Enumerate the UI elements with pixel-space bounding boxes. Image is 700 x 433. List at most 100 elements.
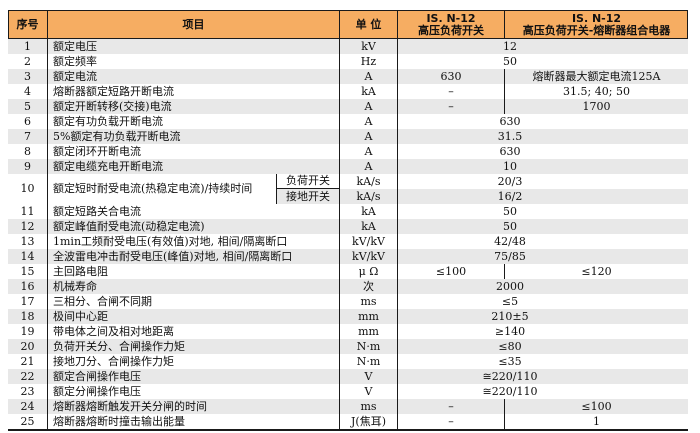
unit-cell: mm bbox=[340, 324, 398, 339]
value-switch-cell: – bbox=[398, 99, 505, 114]
value-span-cell: 630 bbox=[499, 114, 521, 128]
col-header-item: 项目 bbox=[48, 10, 340, 39]
value-span-cell: ≅220/110 bbox=[482, 369, 538, 383]
row-number-cell: 22 bbox=[8, 369, 48, 384]
unit-cell: A bbox=[340, 129, 398, 144]
item-cell: 额定有功负载开断电流 bbox=[48, 114, 340, 129]
value-span-cell: 50 bbox=[503, 54, 517, 68]
row-stripe bbox=[8, 129, 688, 144]
value-span-cell: 16/2 bbox=[497, 189, 523, 203]
item-cell: 带电体之间及相对地距离 bbox=[48, 324, 340, 339]
item-cell: 额定电缆充电开断电流 bbox=[48, 159, 340, 174]
unit-cell: kA/s bbox=[340, 189, 398, 204]
col-header-combo-label: 高压负荷开关-熔断器组合电器 bbox=[522, 23, 671, 37]
row-stripe bbox=[8, 234, 688, 249]
value-switch-cell: – bbox=[398, 399, 505, 414]
unit-cell: J(焦耳) bbox=[340, 414, 398, 429]
col-header-item-label: 项目 bbox=[182, 17, 205, 31]
row-stripe bbox=[8, 414, 688, 429]
item-cell: 额定电流 bbox=[48, 69, 340, 84]
row-stripe bbox=[8, 114, 688, 129]
row-stripe bbox=[8, 249, 688, 264]
col-header-combo-model: IS. N-12 bbox=[571, 11, 622, 25]
row-number-cell: 20 bbox=[8, 339, 48, 354]
item-cell: 额定峰值耐受电流(动稳定电流) bbox=[48, 219, 340, 234]
value-combo-cell: 熔断器最大额定电流125A bbox=[532, 69, 661, 83]
value-combo-cell: 1 bbox=[593, 414, 600, 428]
value-span-cell: 31.5 bbox=[497, 129, 523, 143]
row-number-cell: 4 bbox=[8, 84, 48, 99]
value-span-cell: ≥140 bbox=[494, 324, 526, 338]
unit-cell: A bbox=[340, 144, 398, 159]
unit-cell: N·m bbox=[340, 339, 398, 354]
item-cell: 接地刀分、合闸操作力矩 bbox=[48, 354, 340, 369]
unit-cell: ms bbox=[340, 294, 398, 309]
row-stripe bbox=[8, 399, 688, 414]
row-number-cell: 14 bbox=[8, 249, 48, 264]
item-cell: 额定分闸操作电压 bbox=[48, 384, 340, 399]
item-cell: 全波雷电冲击耐受电压(峰值)对地, 相间/隔离断口 bbox=[48, 249, 340, 264]
row-stripe bbox=[8, 204, 688, 219]
row-number-cell: 18 bbox=[8, 309, 48, 324]
row-number-cell: 24 bbox=[8, 399, 48, 414]
row-number-cell: 5 bbox=[8, 99, 48, 114]
row-stripe bbox=[8, 144, 688, 159]
value-combo-cell: ≤120 bbox=[581, 264, 612, 278]
row-stripe bbox=[8, 279, 688, 294]
row-stripe bbox=[8, 309, 688, 324]
row-number-cell: 17 bbox=[8, 294, 48, 309]
col-header-switch-label: 高压负荷开关 bbox=[418, 23, 484, 37]
value-span-cell: 210±5 bbox=[491, 309, 529, 323]
unit-cell: kV bbox=[340, 39, 398, 54]
row-stripe bbox=[277, 189, 688, 204]
col-header-num-label: 序号 bbox=[16, 17, 39, 31]
row-number-cell: 2 bbox=[8, 54, 48, 69]
row-number-cell: 19 bbox=[8, 324, 48, 339]
row-stripe bbox=[8, 339, 688, 354]
unit-cell: A bbox=[340, 69, 398, 84]
row-stripe bbox=[8, 174, 688, 189]
item-cell: 额定短路关合电流 bbox=[48, 204, 340, 219]
unit-cell: kA bbox=[340, 84, 398, 99]
unit-cell: A bbox=[340, 114, 398, 129]
value-combo-cell: 1700 bbox=[582, 99, 611, 113]
value-span-cell: ≤5 bbox=[501, 294, 519, 308]
row-stripe bbox=[8, 69, 688, 84]
row-number-cell: 25 bbox=[8, 414, 48, 429]
unit-cell: kV/kV bbox=[340, 234, 398, 249]
value-span-cell: 42/48 bbox=[494, 234, 526, 248]
value-span-cell: 50 bbox=[503, 219, 517, 233]
value-switch-cell: – bbox=[398, 84, 505, 99]
row-number-cell: 1 bbox=[8, 39, 48, 54]
sub-item-cell: 接地开关 bbox=[277, 189, 340, 204]
value-switch-cell: 630 bbox=[398, 69, 505, 84]
unit-cell: ms bbox=[340, 399, 398, 414]
unit-cell: μ Ω bbox=[340, 264, 398, 279]
unit-cell: A bbox=[340, 99, 398, 114]
item-cell: 极间中心距 bbox=[48, 309, 340, 324]
col-header-num: 序号 bbox=[8, 10, 48, 39]
unit-cell: V bbox=[340, 384, 398, 399]
row-stripe bbox=[8, 84, 688, 99]
row-number-cell: 16 bbox=[8, 279, 48, 294]
row-number-cell: 12 bbox=[8, 219, 48, 234]
col-header-unit-label: 单 位 bbox=[355, 17, 382, 31]
unit-cell: kV/kV bbox=[340, 249, 398, 264]
row-number-cell: 9 bbox=[8, 159, 48, 174]
item-cell: 负荷开关分、合闸操作力矩 bbox=[48, 339, 340, 354]
value-span-cell: 50 bbox=[503, 204, 517, 218]
row-stripe bbox=[8, 354, 688, 369]
unit-cell: V bbox=[340, 369, 398, 384]
row-number-cell: 7 bbox=[8, 129, 48, 144]
item-cell: 1min工频耐受电压(有效值)对地, 相间/隔离断口 bbox=[48, 234, 340, 249]
col-header-switch: IS. N-12 高压负荷开关 bbox=[398, 10, 505, 39]
unit-cell: mm bbox=[340, 309, 398, 324]
value-switch-cell: – bbox=[398, 414, 505, 429]
item-cell: 三相分、合闸不同期 bbox=[48, 294, 340, 309]
value-span-cell: ≤80 bbox=[498, 339, 522, 353]
item-cell: 熔断器额定短路开断电流 bbox=[48, 84, 340, 99]
row-stripe bbox=[8, 99, 688, 114]
value-switch-cell: ≤100 bbox=[398, 264, 505, 279]
value-span-cell: 10 bbox=[503, 159, 517, 173]
item-cell: 机械寿命 bbox=[48, 279, 340, 294]
